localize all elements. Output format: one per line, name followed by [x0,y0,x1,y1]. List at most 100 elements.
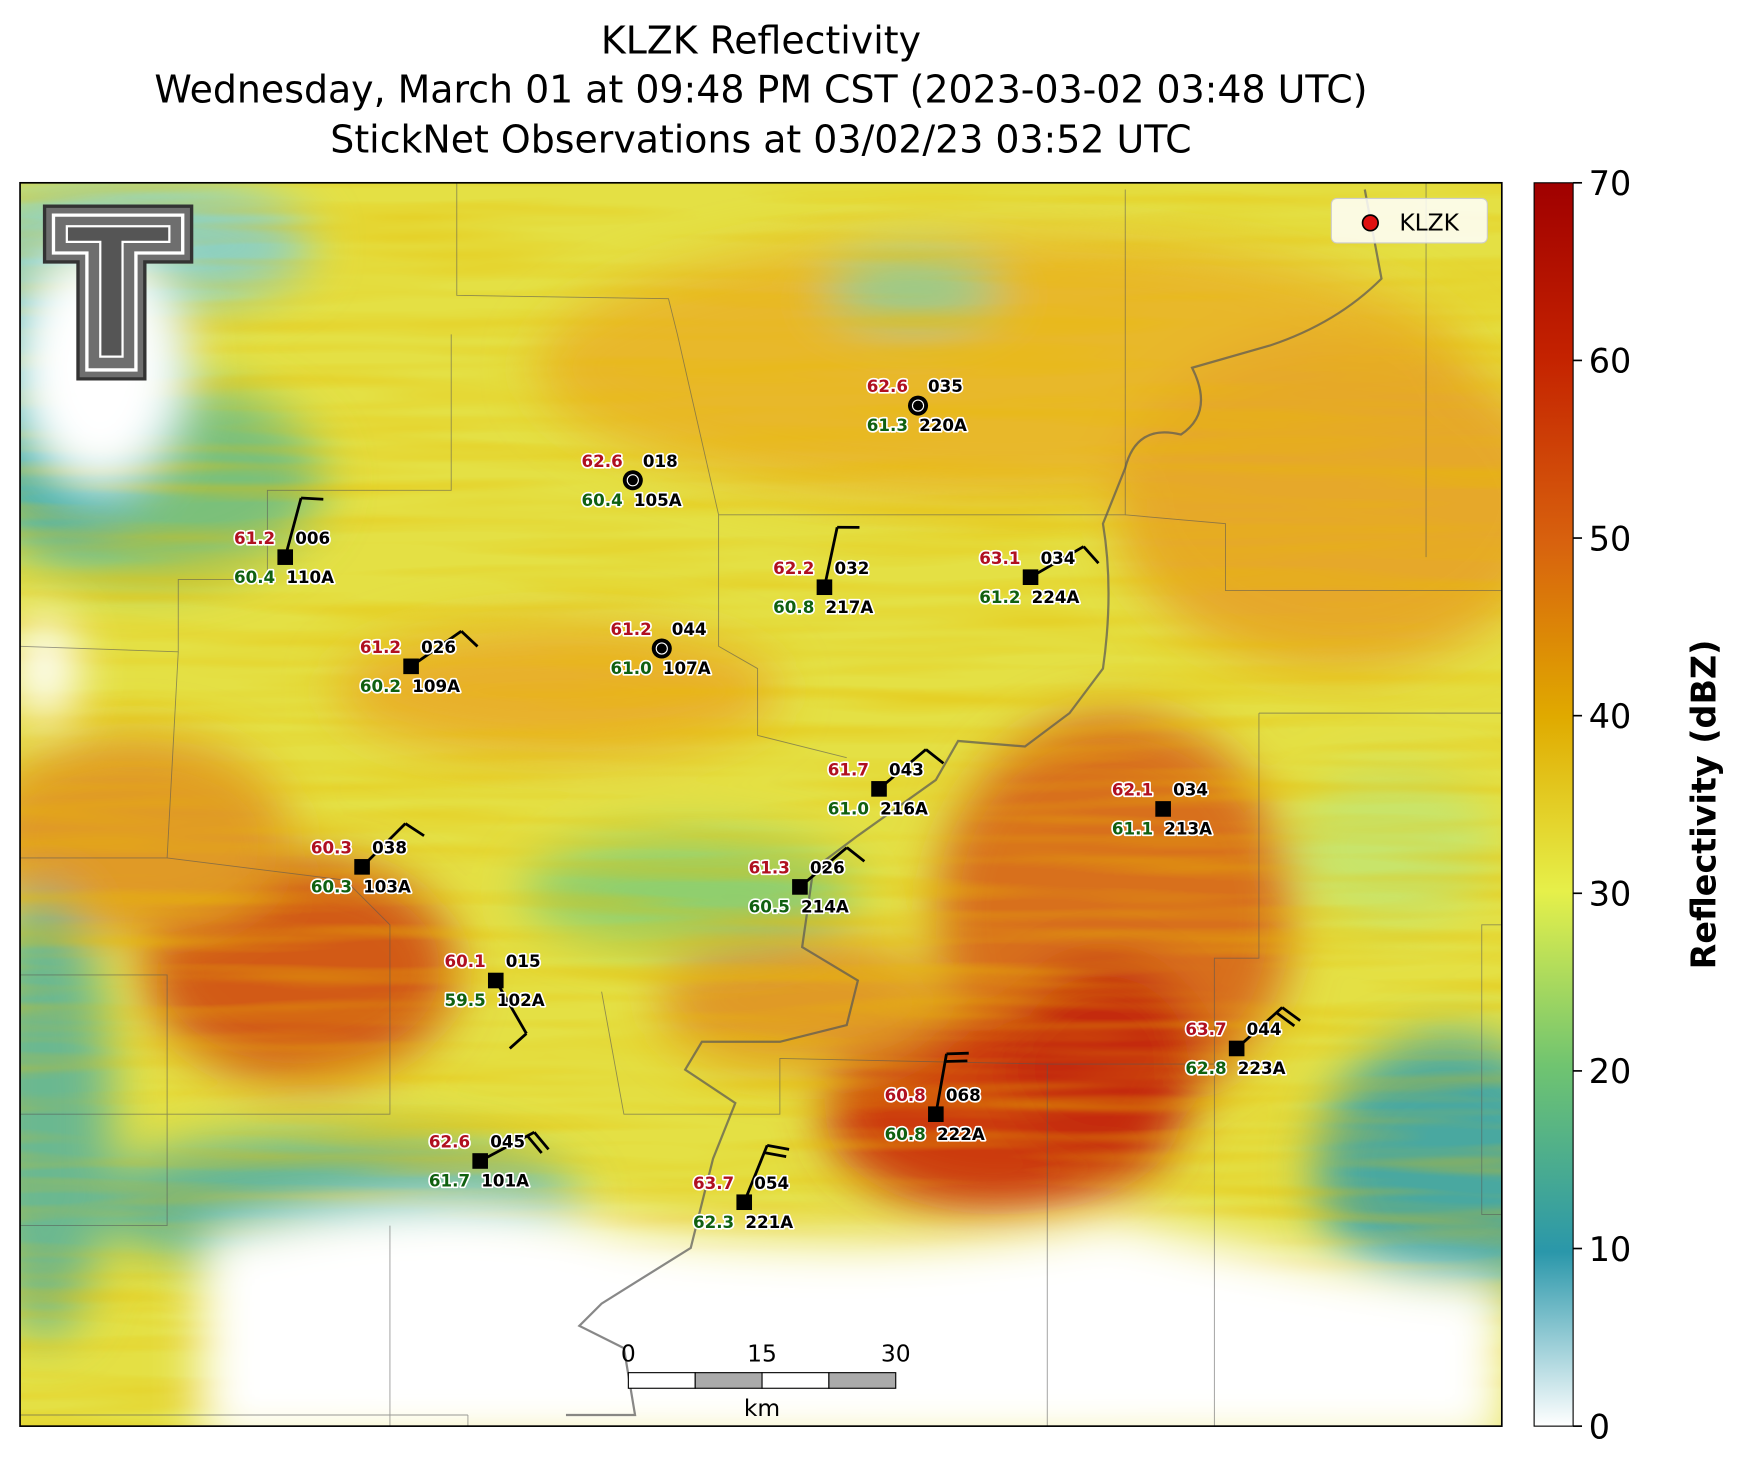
wind-barb-flag [1082,545,1100,565]
wind-barb [742,1144,769,1203]
station-id: 110A [286,567,334,587]
wind-barb-flag [460,630,479,648]
station-id: 214A [801,897,849,917]
title: KLZK Reflectivity [601,19,921,63]
colorbar-tick-label: 60 [1589,342,1632,381]
station-marker [907,395,929,416]
station-marker [1155,801,1171,817]
scale-tick-label: 0 [621,1340,636,1368]
station-code: 015 [506,951,541,971]
colorbar-tick-label: 40 [1589,697,1632,736]
station: 62.2 032 60.8 217A [772,525,875,619]
dewpoint: 60.3 [311,876,352,896]
legend-label: KLZK [1399,209,1459,237]
map-frame [19,181,1503,1427]
station: 62.6 018 60.4 105A [580,449,684,511]
wind-barb [410,630,463,668]
legend-marker [1361,214,1379,232]
station-code: 026 [421,637,456,657]
colorbar [1533,182,1574,1427]
dewpoint: 62.3 [693,1212,734,1232]
station: 62.6 045 61.7 101A [427,1130,550,1192]
temperature: 61.3 [749,858,790,878]
colorbar-tick-label: 70 [1589,164,1632,203]
station: 60.8 068 60.8 222A [883,1051,986,1145]
dewpoint: 60.2 [360,676,401,696]
wind-barb-flag [526,1134,543,1154]
station: 63.1 034 61.2 224A [978,545,1100,608]
station-marker [792,879,808,895]
station: 60.3 038 60.3 103A [309,822,425,898]
scale-unit: km [744,1394,780,1422]
scale-tick-label: 30 [881,1340,911,1368]
temperature: 63.7 [693,1173,734,1193]
station-marker [1228,1040,1245,1057]
station-marker [622,470,643,491]
station: 63.7 054 62.3 221A [691,1144,795,1234]
station-code: 044 [672,619,707,639]
wind-barb-flag [404,822,425,837]
wind-barb-flag [508,1032,528,1050]
station: 62.6 035 61.3 220A [865,375,969,437]
colorbar-tick-label: 0 [1589,1407,1610,1446]
dewpoint: 60.8 [773,597,814,617]
station-marker [651,638,672,659]
wind-barb [934,1053,948,1115]
dewpoint: 62.8 [1185,1058,1226,1078]
wind-barb [878,748,927,790]
station: 61.2 026 60.2 109A [358,630,479,698]
station-id: 223A [1238,1058,1286,1078]
station-code: 068 [946,1085,981,1105]
dewpoint: 60.4 [582,490,623,510]
temperature: 60.8 [885,1085,926,1105]
station-marker [487,972,504,989]
wind-barb [823,526,839,588]
temperature: 60.1 [445,951,486,971]
station-id: 109A [412,676,460,696]
station: 62.1 034 61.1 213A [1110,778,1214,840]
station-id: 224A [1032,587,1080,607]
station-marker [354,859,370,875]
colorbar-tick-label: 50 [1589,519,1632,558]
station-marker [736,1194,753,1211]
station-code: 018 [643,451,678,471]
temperature: 63.1 [979,548,1020,568]
temperature: 61.7 [828,760,869,780]
scale-tick-label: 15 [747,1340,777,1368]
station-id: 105A [634,490,682,510]
legend: KLZK [1330,197,1488,244]
station-code: 034 [1173,780,1208,800]
temperature: 62.6 [429,1132,470,1152]
dewpoint: 60.4 [234,567,275,587]
station-marker [816,579,833,596]
station: 61.3 026 60.5 214A [747,846,866,918]
dewpoint: 61.3 [867,415,908,435]
dewpoint: 61.1 [1112,819,1153,839]
station-id: 101A [481,1171,529,1191]
wind-barb-flag [846,846,866,863]
scale-bar: km [627,1372,897,1422]
wind-barb [479,1130,535,1163]
subtitle: Wednesday, March 01 at 09:48 PM CST (202… [154,68,1367,112]
colorbar-tick-label: 10 [1589,1230,1632,1269]
subtitle: StickNet Observations at 03/02/23 03:52 … [330,118,1191,162]
station-code: 032 [834,558,869,578]
temperature: 62.6 [867,376,908,396]
station-id: 217A [826,597,874,617]
temperature: 61.2 [611,619,652,639]
station-marker [928,1106,944,1122]
station: 61.7 043 61.0 216A [826,748,945,820]
station-marker [403,658,419,675]
station: 60.1 015 59.5 102A [443,949,546,1050]
temperature: 63.7 [1185,1019,1226,1039]
wind-barb-flag [1281,1006,1301,1022]
station-id: 222A [937,1124,985,1144]
station-marker-ring [655,642,668,655]
temperature: 62.1 [1112,780,1153,800]
wind-barb [494,979,528,1035]
station-code: 035 [928,376,963,396]
wind-barb [1029,545,1085,579]
station-code: 054 [754,1173,789,1193]
